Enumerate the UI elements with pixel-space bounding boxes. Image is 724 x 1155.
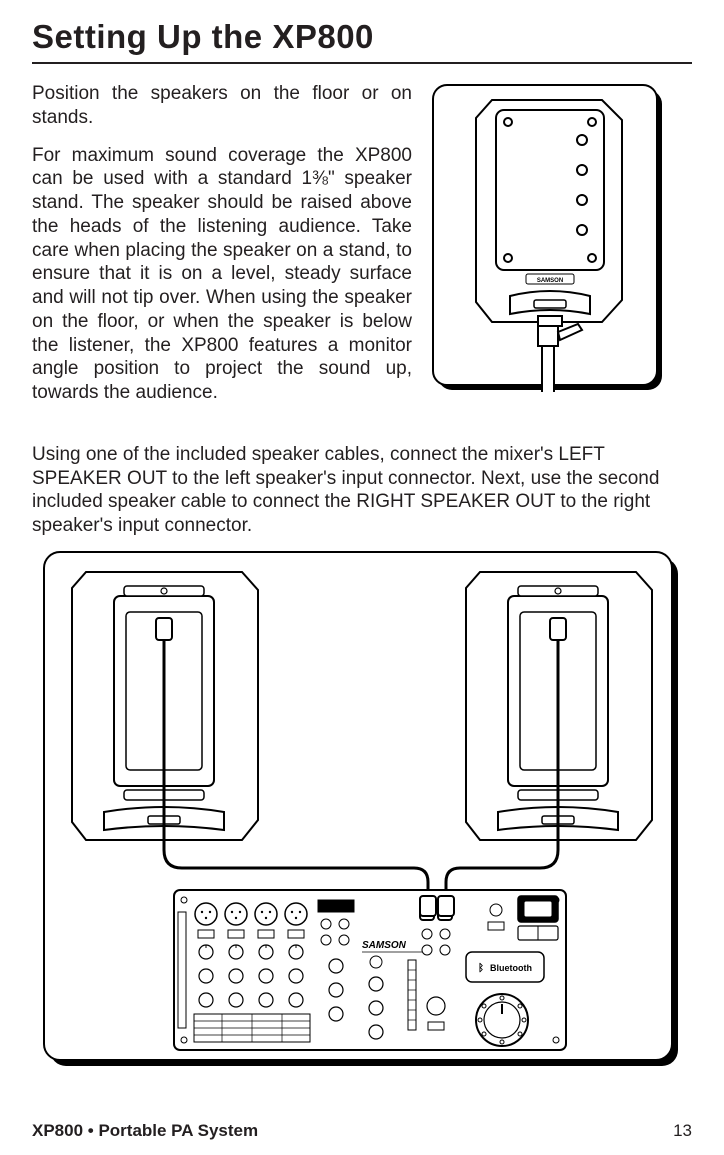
page-title: Setting Up the XP800 [32,18,692,56]
title-rule [32,62,692,64]
page-footer: XP800 • Portable PA System 13 [32,1121,692,1141]
mixer-svg: SAMSON [42,550,682,1070]
brand-label: SAMSON [537,278,563,284]
mixer-brand: SAMSON [362,940,407,951]
top-row: Position the speakers on the floor or on… [32,82,692,419]
svg-text:Bluetooth: Bluetooth [490,963,532,973]
paragraph-1: Position the speakers on the floor or on… [32,82,412,130]
manual-page: Setting Up the XP800 Position the speake… [0,0,724,1155]
page-number: 13 [673,1121,692,1141]
bluetooth-label: ᛒ [478,962,484,974]
mixer-connection-figure: SAMSON [42,550,682,1070]
top-text-col: Position the speakers on the floor or on… [32,82,412,419]
paragraph-2: For maximum sound coverage the XP800 can… [32,144,412,405]
footer-product: XP800 • Portable PA System [32,1121,258,1141]
speaker-svg: SAMSON [430,82,665,392]
speaker-on-stand-figure: SAMSON [430,82,665,392]
paragraph-3: Using one of the included speaker cables… [32,443,692,538]
